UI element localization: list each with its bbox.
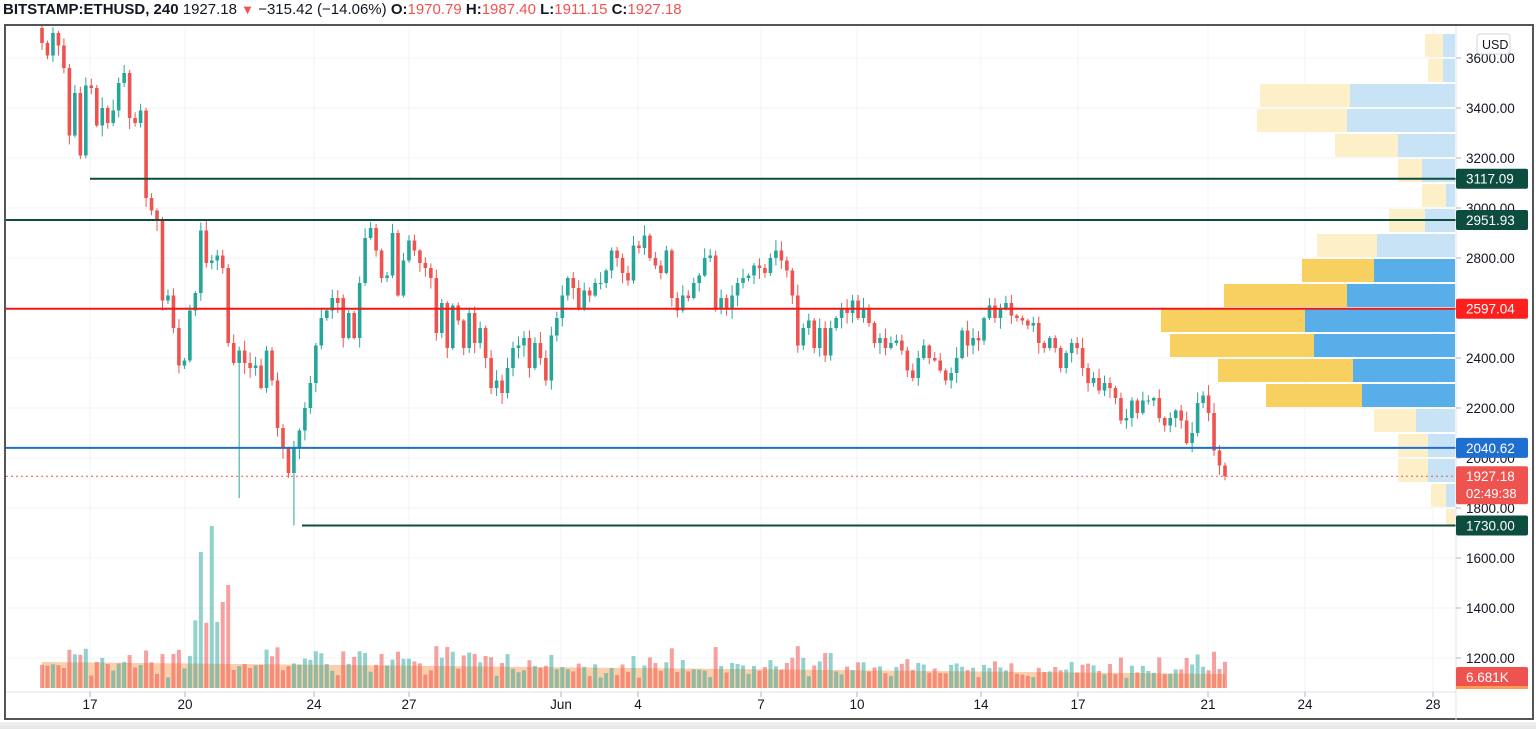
horizontal-levels[interactable]	[5, 177, 1456, 527]
bottom-shadow	[0, 722, 1536, 729]
symbol-title[interactable]: BITSTAMP:ETHUSD, 240	[3, 1, 179, 18]
svg-text:17: 17	[1070, 697, 1085, 712]
volume-profile	[1161, 34, 1455, 525]
svg-text:14: 14	[973, 697, 989, 712]
svg-text:10: 10	[849, 697, 864, 712]
svg-text:2597.04: 2597.04	[1466, 302, 1515, 317]
high-value: 1987.40	[481, 1, 536, 18]
svg-text:6.681K: 6.681K	[1466, 670, 1509, 685]
svg-text:20: 20	[177, 697, 192, 712]
svg-text:3117.09: 3117.09	[1466, 172, 1514, 187]
close-value: 1927.18	[627, 1, 682, 18]
candles	[40, 26, 1227, 526]
price-labels: 3117.09 2951.93 2597.04 2040.62 1927.18 02:49…	[1456, 168, 1528, 689]
svg-text:USD: USD	[1482, 38, 1508, 52]
svg-text:27: 27	[401, 697, 416, 712]
svg-text:3400.00: 3400.00	[1466, 101, 1515, 116]
current-price-tag: 1927.18 02:49:38	[1456, 466, 1528, 505]
open-value: 1970.79	[407, 1, 462, 18]
down-triangle-icon: ▼	[241, 2, 255, 17]
svg-text:24: 24	[306, 697, 322, 712]
svg-text:2040.62: 2040.62	[1466, 441, 1515, 456]
svg-text:02:49:38: 02:49:38	[1466, 486, 1517, 501]
svg-text:17: 17	[82, 697, 97, 712]
high-label: H:	[465, 1, 482, 18]
low-label: L:	[540, 1, 555, 18]
svg-text:1927.18: 1927.18	[1466, 469, 1515, 484]
chart-legend: BITSTAMP:ETHUSD, 240 1927.18 ▼ −315.42 (…	[3, 0, 682, 22]
svg-text:4: 4	[634, 697, 642, 712]
svg-text:1800.00: 1800.00	[1466, 501, 1515, 516]
svg-text:1400.00: 1400.00	[1466, 601, 1515, 616]
price-tag-2951: 2951.93	[1456, 210, 1528, 231]
svg-text:Jun: Jun	[550, 697, 572, 712]
svg-text:3600.00: 3600.00	[1466, 51, 1515, 66]
time-axis[interactable]: 17 20 24 27 Jun 4 7 10 14 17 21 24 28	[6, 691, 1456, 712]
svg-text:24: 24	[1297, 697, 1313, 712]
price-tag-1730: 1730.00	[1456, 515, 1528, 536]
price-tag-3117: 3117.09	[1456, 168, 1528, 189]
volume-bars	[40, 526, 1227, 688]
volume-tag: 6.681K	[1456, 667, 1528, 689]
currency-button[interactable]: USD	[1476, 33, 1511, 55]
svg-text:1730.00: 1730.00	[1466, 519, 1515, 534]
svg-text:2800.00: 2800.00	[1466, 251, 1515, 266]
price-tag-2040: 2040.62	[1456, 437, 1528, 458]
svg-text:7: 7	[757, 697, 765, 712]
price-change: −315.42 (−14.06%)	[258, 1, 387, 18]
last-price: 1927.18	[182, 1, 237, 18]
close-label: C:	[611, 1, 628, 18]
svg-text:21: 21	[1200, 697, 1215, 712]
svg-text:2400.00: 2400.00	[1466, 351, 1515, 366]
open-label: O:	[390, 1, 408, 18]
svg-text:2200.00: 2200.00	[1466, 401, 1515, 416]
svg-text:1600.00: 1600.00	[1466, 551, 1515, 566]
svg-text:28: 28	[1425, 697, 1440, 712]
price-axis[interactable]: 3600.003400.003200.003000.002800.002400.…	[1455, 26, 1515, 720]
svg-text:1200.00: 1200.00	[1466, 651, 1515, 666]
svg-text:2951.93: 2951.93	[1466, 213, 1515, 228]
svg-text:3200.00: 3200.00	[1466, 151, 1515, 166]
price-tag-2597: 2597.04	[1456, 298, 1528, 319]
low-value: 1911.15	[554, 1, 608, 18]
